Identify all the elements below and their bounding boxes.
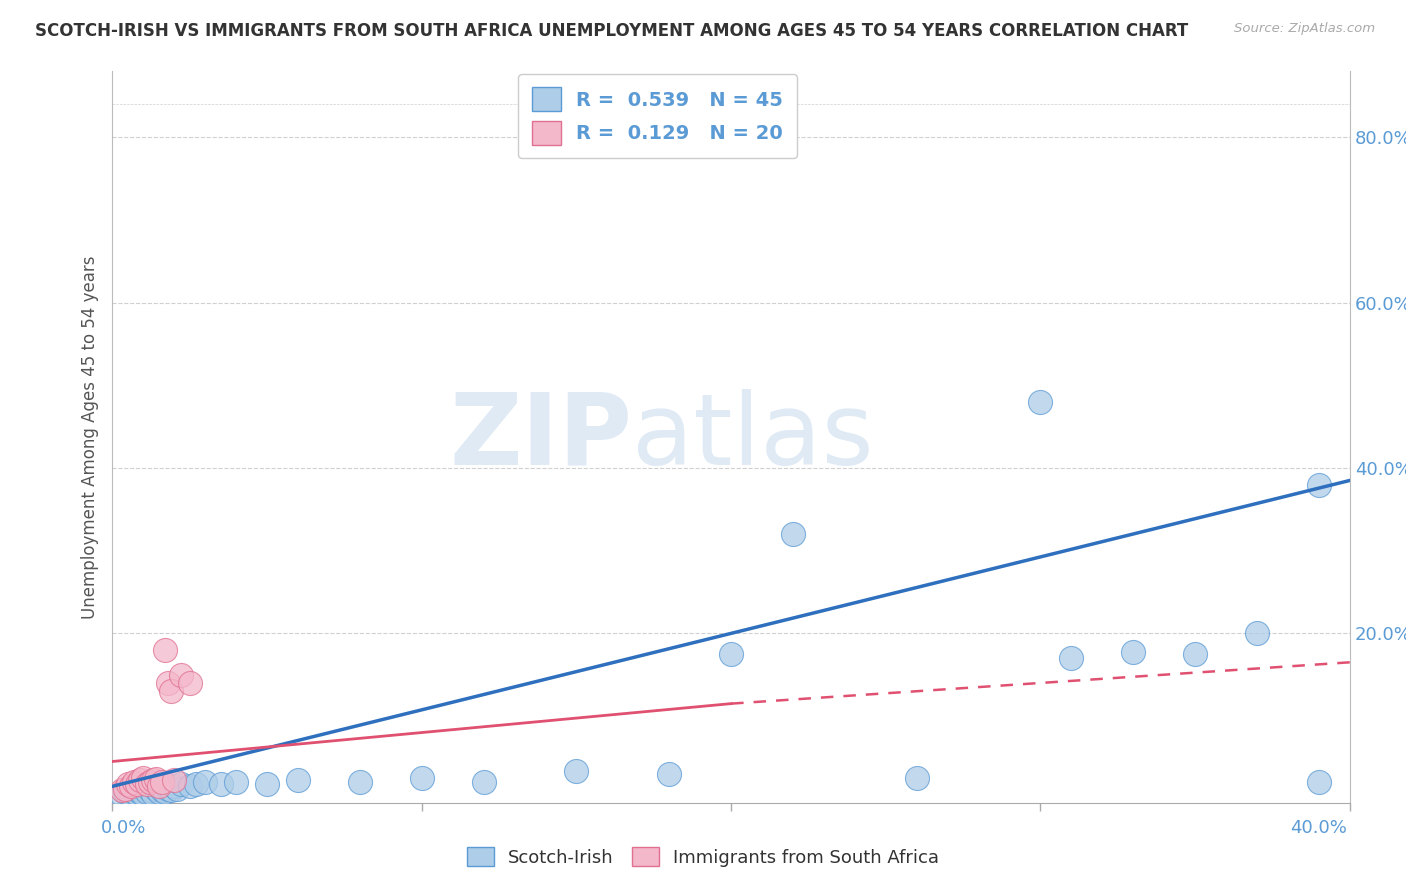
Point [120, 779, 142, 793]
Point [117, 777, 139, 791]
Point [1184, 647, 1206, 661]
Point [184, 777, 207, 791]
Text: SCOTCH-IRISH VS IMMIGRANTS FROM SOUTH AFRICA UNEMPLOYMENT AMONG AGES 45 TO 54 YE: SCOTCH-IRISH VS IMMIGRANTS FROM SOUTH AF… [35, 22, 1188, 40]
Point [132, 771, 155, 785]
Point [122, 785, 145, 799]
Point [111, 788, 134, 802]
Point [145, 772, 167, 786]
Text: 0.0%: 0.0% [101, 819, 146, 837]
Text: Source: ZipAtlas.com: Source: ZipAtlas.com [1234, 22, 1375, 36]
Point [225, 775, 247, 789]
Point [114, 785, 136, 799]
Point [157, 781, 180, 796]
Point [122, 775, 145, 789]
Point [153, 643, 176, 657]
Point [349, 775, 371, 789]
Text: atlas: atlas [633, 389, 873, 485]
Point [160, 684, 183, 698]
Point [256, 777, 278, 791]
Point [169, 667, 191, 681]
Point [150, 783, 173, 797]
Point [117, 783, 139, 797]
Point [132, 787, 155, 801]
Point [565, 764, 588, 779]
Point [163, 779, 186, 793]
Point [179, 779, 201, 793]
Point [129, 785, 152, 799]
Point [111, 783, 134, 797]
Y-axis label: Unemployment Among Ages 45 to 54 years: Unemployment Among Ages 45 to 54 years [80, 255, 98, 619]
Point [163, 773, 186, 788]
Point [472, 775, 495, 789]
Point [1122, 644, 1144, 658]
Point [194, 775, 217, 789]
Point [166, 781, 188, 796]
Point [1308, 775, 1330, 789]
Point [905, 771, 928, 785]
Point [148, 779, 170, 793]
Point [209, 777, 232, 791]
Text: 40.0%: 40.0% [1291, 819, 1347, 837]
Point [132, 781, 155, 796]
Point [658, 767, 681, 781]
Point [1246, 626, 1268, 640]
Point [142, 773, 165, 788]
Point [179, 676, 201, 690]
Point [1308, 477, 1330, 491]
Point [114, 781, 136, 796]
Point [287, 773, 309, 788]
Point [148, 779, 170, 793]
Point [1060, 651, 1083, 665]
Point [160, 783, 183, 797]
Point [150, 775, 173, 789]
Point [135, 777, 157, 791]
Point [145, 781, 167, 796]
Point [142, 787, 165, 801]
Text: ZIP: ZIP [450, 389, 633, 485]
Point [138, 775, 160, 789]
Point [411, 771, 433, 785]
Point [148, 785, 170, 799]
Point [157, 676, 180, 690]
Point [138, 783, 160, 797]
Point [127, 777, 149, 791]
Point [135, 785, 157, 799]
Legend: Scotch-Irish, Immigrants from South Africa: Scotch-Irish, Immigrants from South Afri… [460, 840, 946, 874]
Legend: R =  0.539   N = 45, R =  0.129   N = 20: R = 0.539 N = 45, R = 0.129 N = 20 [519, 74, 797, 158]
Point [169, 777, 191, 791]
Point [127, 787, 149, 801]
Point [127, 783, 149, 797]
Point [1029, 395, 1052, 409]
Point [153, 785, 176, 799]
Point [782, 527, 804, 541]
Point [120, 788, 142, 802]
Point [720, 647, 742, 661]
Point [129, 773, 152, 788]
